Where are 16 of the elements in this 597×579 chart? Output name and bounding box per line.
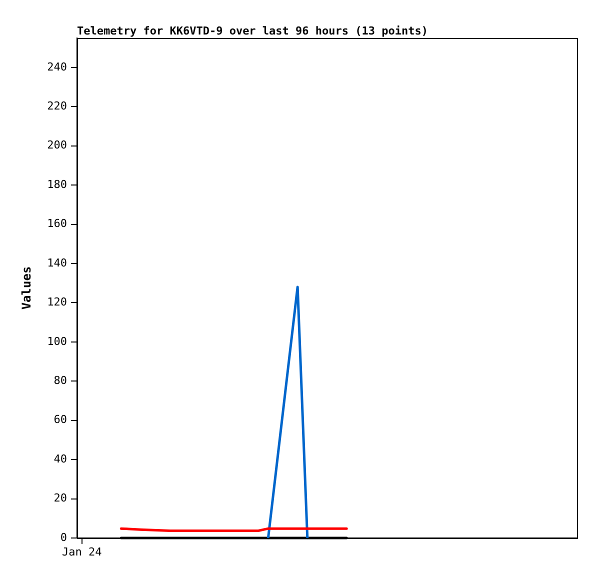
y-tick-label: 0 (60, 530, 67, 544)
y-tick-label: 140 (47, 256, 67, 270)
y-tick-label: 220 (47, 99, 67, 112)
y-tick-label: 180 (47, 178, 67, 191)
y-tick-label: 40 (54, 452, 67, 466)
chart-title: Telemetry for KK6VTD-9 over last 96 hours (13 points) (77, 24, 428, 38)
y-tick-label: 100 (47, 334, 67, 348)
x-tick-label: Jan 24 (62, 545, 102, 558)
y-tick-label: 20 (54, 492, 67, 505)
y-tick-label: 80 (54, 374, 67, 387)
y-tick-label: 60 (54, 413, 67, 426)
y-tick-label: 200 (47, 138, 67, 152)
y-axis-title: Values (19, 266, 34, 310)
y-tick-label: 240 (47, 60, 67, 74)
y-tick-label: 160 (47, 217, 67, 230)
y-tick-label: 120 (47, 296, 67, 309)
